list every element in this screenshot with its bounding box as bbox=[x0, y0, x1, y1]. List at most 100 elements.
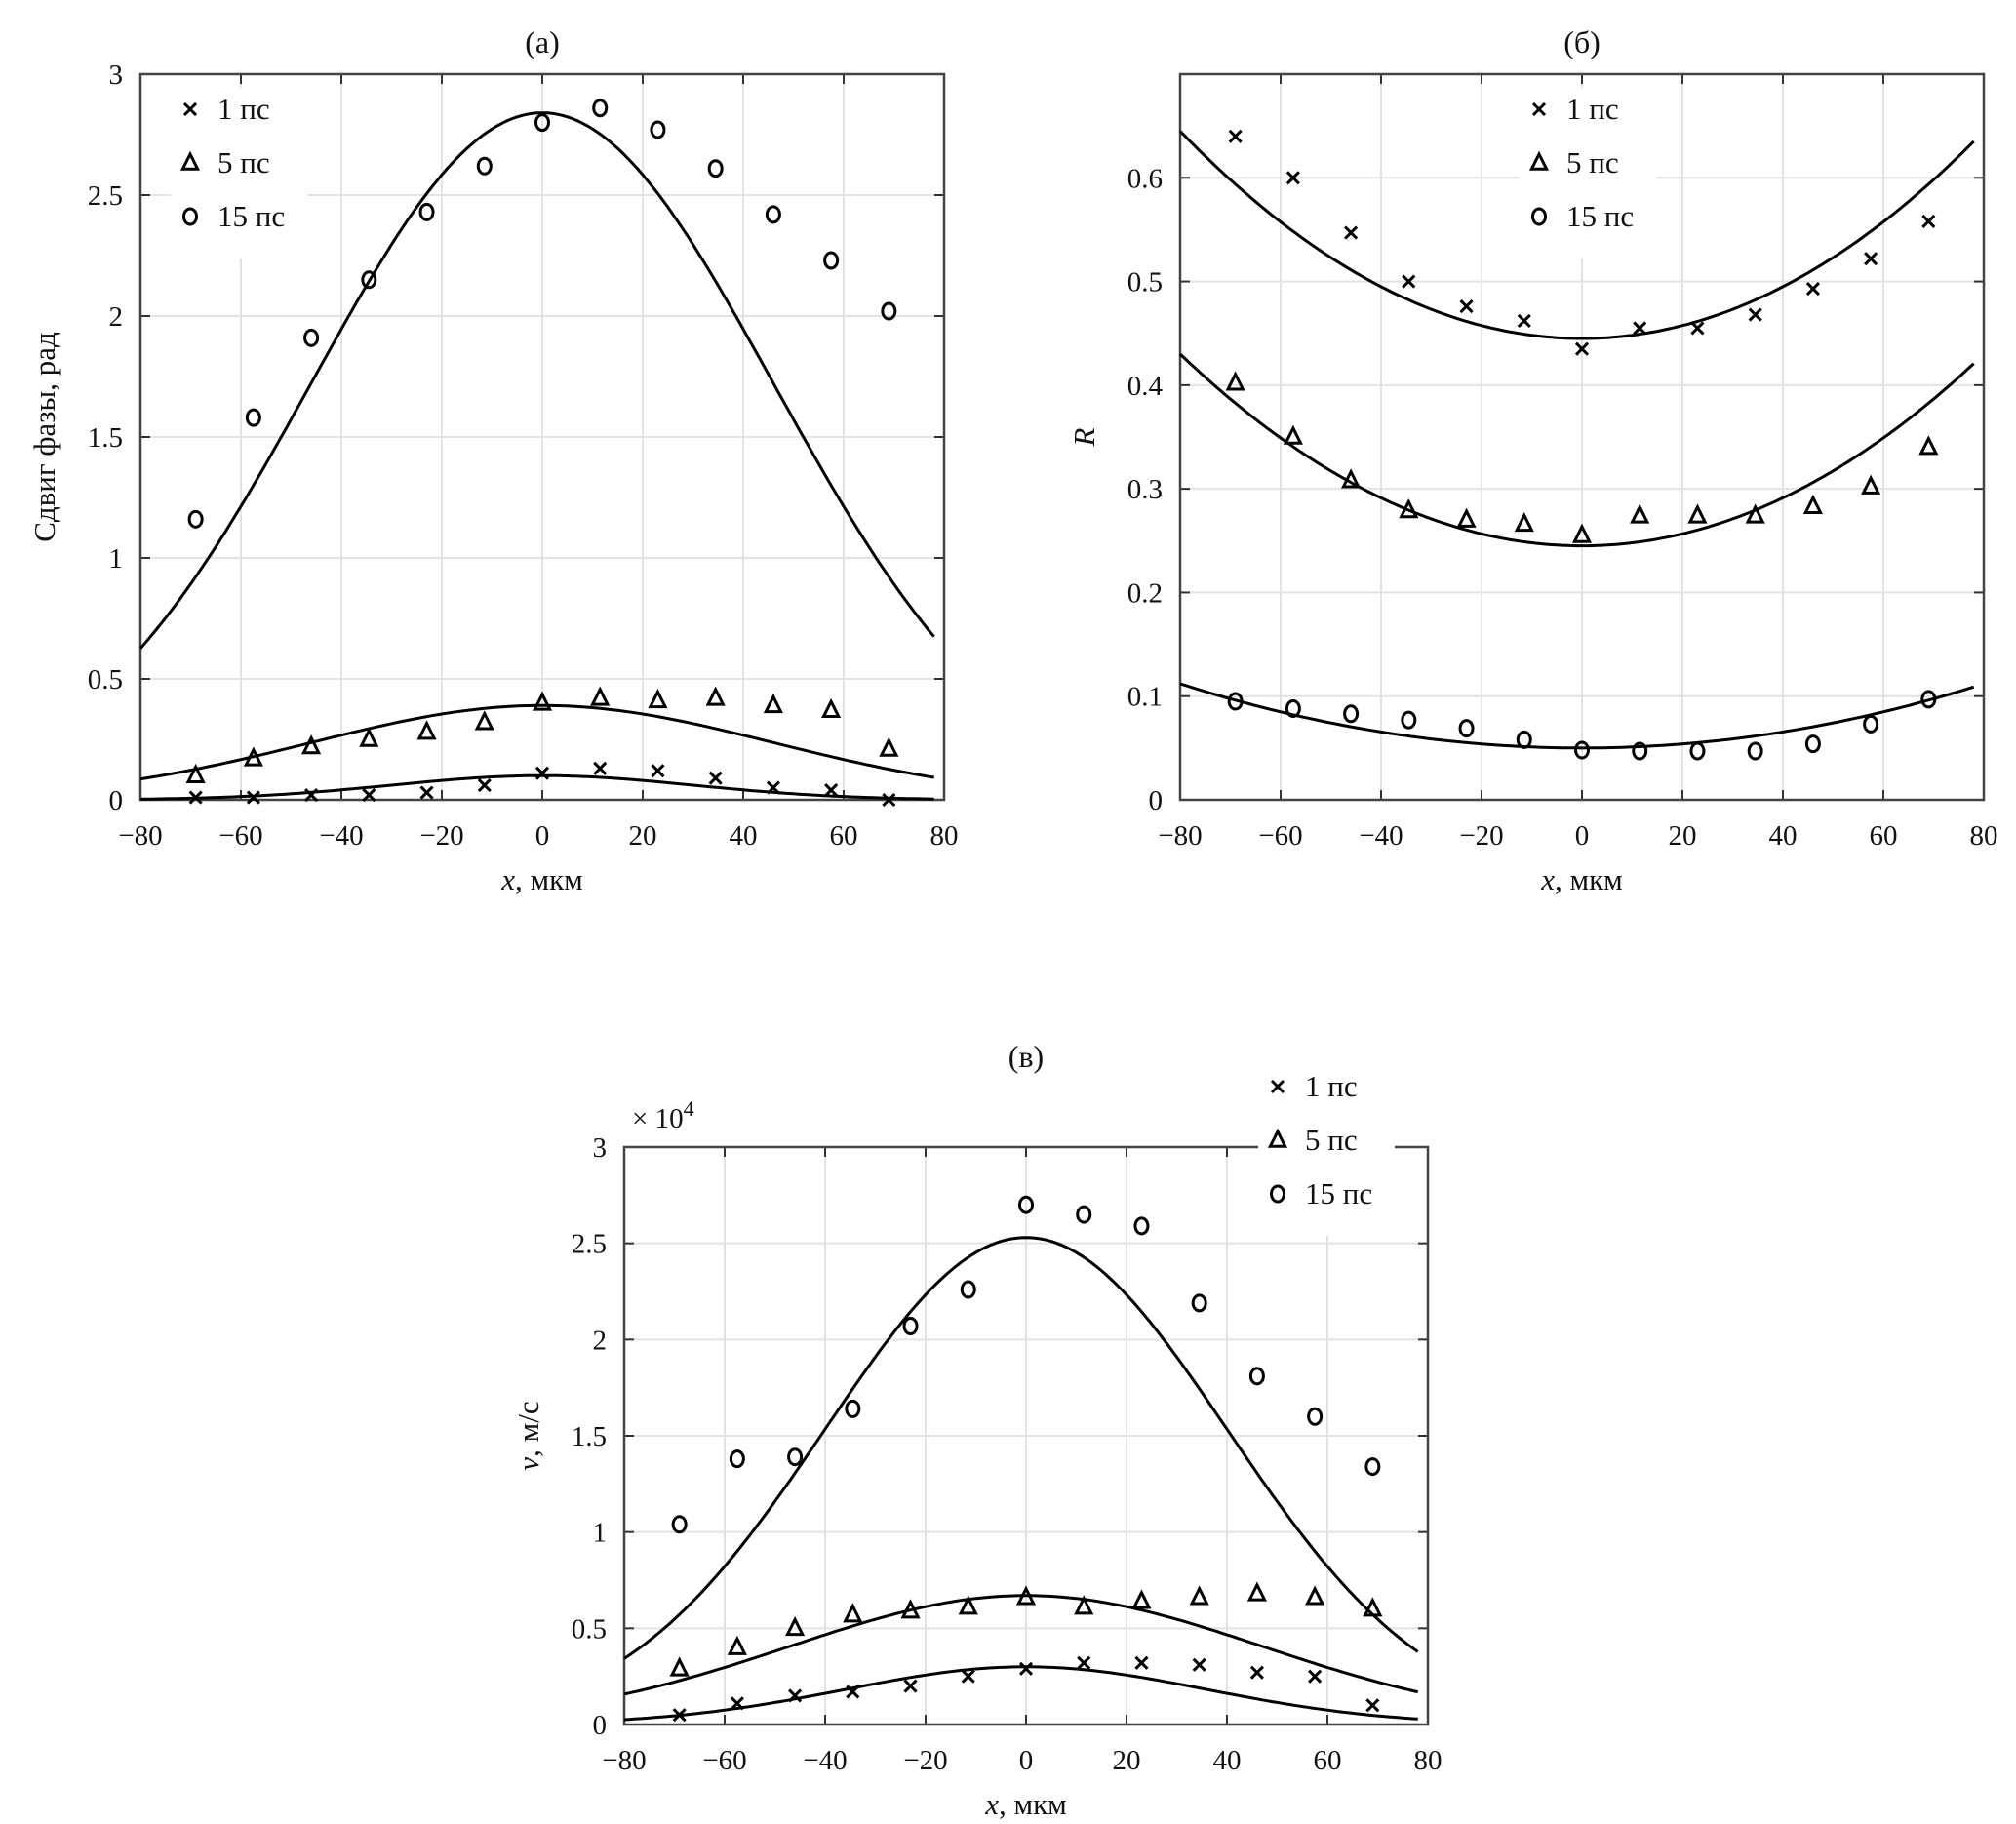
x-tick-label: −20 bbox=[1459, 820, 1503, 852]
chart-panel-c: (в)−80 −60 −40 −20 0 20 40 60 8000.511.522.53x, … bbox=[511, 1039, 1443, 1821]
marker-x-stroke bbox=[1192, 1657, 1206, 1672]
data-point-circle bbox=[881, 301, 897, 321]
fit-curve-x bbox=[623, 1665, 1418, 1722]
legend-label: 15 пс bbox=[217, 199, 285, 233]
y-axis-label: Сдвиг фазы, рад bbox=[27, 332, 61, 542]
data-point-x bbox=[1921, 214, 1936, 228]
data-point-x bbox=[882, 792, 896, 808]
marker-x-stroke bbox=[903, 1679, 918, 1693]
x-tick-label: −60 bbox=[218, 820, 262, 852]
marker-x-stroke bbox=[708, 771, 723, 785]
x-tick-label: 40 bbox=[1769, 820, 1798, 852]
legend-label: 15 пс bbox=[1566, 199, 1634, 233]
legend-marker-x bbox=[1531, 101, 1547, 117]
marker-x-stroke bbox=[1308, 1669, 1323, 1684]
axes-frame bbox=[138, 72, 946, 802]
marker-x-stroke bbox=[1249, 1665, 1264, 1680]
y-axis-label-var: v bbox=[511, 1457, 545, 1471]
x-tick-label: −40 bbox=[319, 820, 363, 852]
x-axis-label-unit: , мкм bbox=[515, 862, 583, 896]
y-tick-label: 2.5 bbox=[88, 180, 123, 212]
marker-x-stroke bbox=[1459, 299, 1474, 314]
data-point-x bbox=[419, 785, 434, 800]
marker-x-stroke bbox=[1805, 281, 1820, 297]
data-point-circle bbox=[1307, 1407, 1324, 1426]
chart-title: (в) bbox=[1008, 1039, 1044, 1074]
data-point-x bbox=[1690, 321, 1705, 336]
marker-x-stroke bbox=[1690, 321, 1705, 336]
data-point-circle bbox=[1920, 690, 1937, 709]
data-point-x bbox=[1018, 1661, 1034, 1676]
data-point-x bbox=[477, 778, 492, 793]
data-point-circle bbox=[650, 120, 666, 139]
data-point-x bbox=[593, 761, 608, 775]
legend-marker-circle bbox=[182, 207, 198, 226]
legend-marker-triangle bbox=[1267, 1128, 1288, 1148]
y-exponent-label: × 104 bbox=[632, 1096, 694, 1134]
x-axis-label-var: x bbox=[984, 1787, 999, 1821]
data-point-triangle bbox=[1861, 474, 1881, 495]
data-point-triangle bbox=[359, 727, 379, 747]
data-point-x bbox=[788, 1688, 803, 1703]
marker-x-stroke bbox=[730, 1696, 744, 1711]
axes-frame bbox=[1178, 72, 1986, 802]
data-point-x bbox=[1228, 129, 1243, 143]
x-tick-label: 40 bbox=[1213, 1745, 1242, 1776]
legend-marker-circle bbox=[1270, 1184, 1285, 1204]
data-point-x bbox=[961, 1669, 975, 1684]
x-tick-label: −40 bbox=[1359, 820, 1403, 852]
x-tick-label: 80 bbox=[930, 820, 959, 852]
data-point-triangle bbox=[821, 697, 842, 719]
data-point-x bbox=[1459, 299, 1474, 314]
data-point-triangle bbox=[1802, 494, 1823, 515]
data-point-triangle bbox=[958, 1595, 978, 1615]
y-tick-label: 0.4 bbox=[1127, 371, 1164, 402]
chart-title: (б) bbox=[1563, 24, 1601, 59]
data-point-triangle bbox=[532, 691, 553, 711]
data-point-circle bbox=[765, 205, 781, 224]
data-point-circle bbox=[1133, 1216, 1150, 1236]
data-point-x bbox=[188, 790, 203, 805]
y-tick-label: 0.5 bbox=[572, 1613, 607, 1645]
data-point-circle bbox=[1747, 741, 1763, 761]
data-point-circle bbox=[1248, 1367, 1265, 1386]
exponent-base: × 10 bbox=[632, 1103, 684, 1134]
x-axis-label-var: x bbox=[1540, 862, 1555, 896]
data-point-x bbox=[651, 764, 665, 778]
legend-label: 5 пс bbox=[217, 145, 270, 179]
data-point-triangle bbox=[185, 763, 206, 783]
data-point-circle bbox=[823, 251, 840, 270]
data-point-triangle bbox=[1630, 503, 1650, 524]
data-point-x bbox=[1308, 1669, 1323, 1684]
x-tick-label: 60 bbox=[830, 820, 858, 852]
data-point-circle bbox=[303, 328, 320, 347]
data-point-circle bbox=[1364, 1457, 1381, 1477]
marker-x-stroke bbox=[788, 1688, 803, 1703]
y-tick-label: 1.5 bbox=[88, 422, 123, 454]
data-point-x bbox=[1805, 281, 1820, 297]
marker-x-stroke bbox=[304, 787, 319, 803]
data-point-circle bbox=[534, 113, 550, 133]
y-axis-label-unit: , м/с bbox=[511, 1401, 545, 1457]
exponent-power: 4 bbox=[684, 1096, 694, 1121]
legend-label: 5 пс bbox=[1566, 145, 1619, 179]
data-point-triangle bbox=[843, 1603, 863, 1623]
data-point-circle bbox=[592, 99, 609, 118]
data-point-triangle bbox=[1131, 1589, 1152, 1609]
legend-label: 1 пс bbox=[1566, 92, 1619, 126]
chart-panel-a: (а) −80 −60 −40 −20 0 20 40 60 80 0 0.5 1 1.5 2 2.5 3 x, … bbox=[27, 24, 959, 896]
data-point-triangle bbox=[243, 746, 263, 767]
data-point-circle bbox=[418, 202, 435, 221]
marker-x-stroke bbox=[246, 790, 260, 805]
data-point-x bbox=[672, 1708, 687, 1723]
x-tick-label: −60 bbox=[702, 1745, 746, 1776]
x-tick-label: −20 bbox=[419, 820, 463, 852]
fit-curve-circle bbox=[623, 1236, 1419, 1660]
data-point-triangle bbox=[705, 686, 726, 706]
data-point-triangle bbox=[1745, 503, 1765, 524]
marker-x-stroke bbox=[1134, 1655, 1149, 1670]
data-point-circle bbox=[1285, 698, 1301, 718]
marker-x-stroke bbox=[1270, 1079, 1285, 1094]
x-tick-label: −20 bbox=[903, 1745, 947, 1776]
data-point-circle bbox=[1863, 714, 1879, 734]
